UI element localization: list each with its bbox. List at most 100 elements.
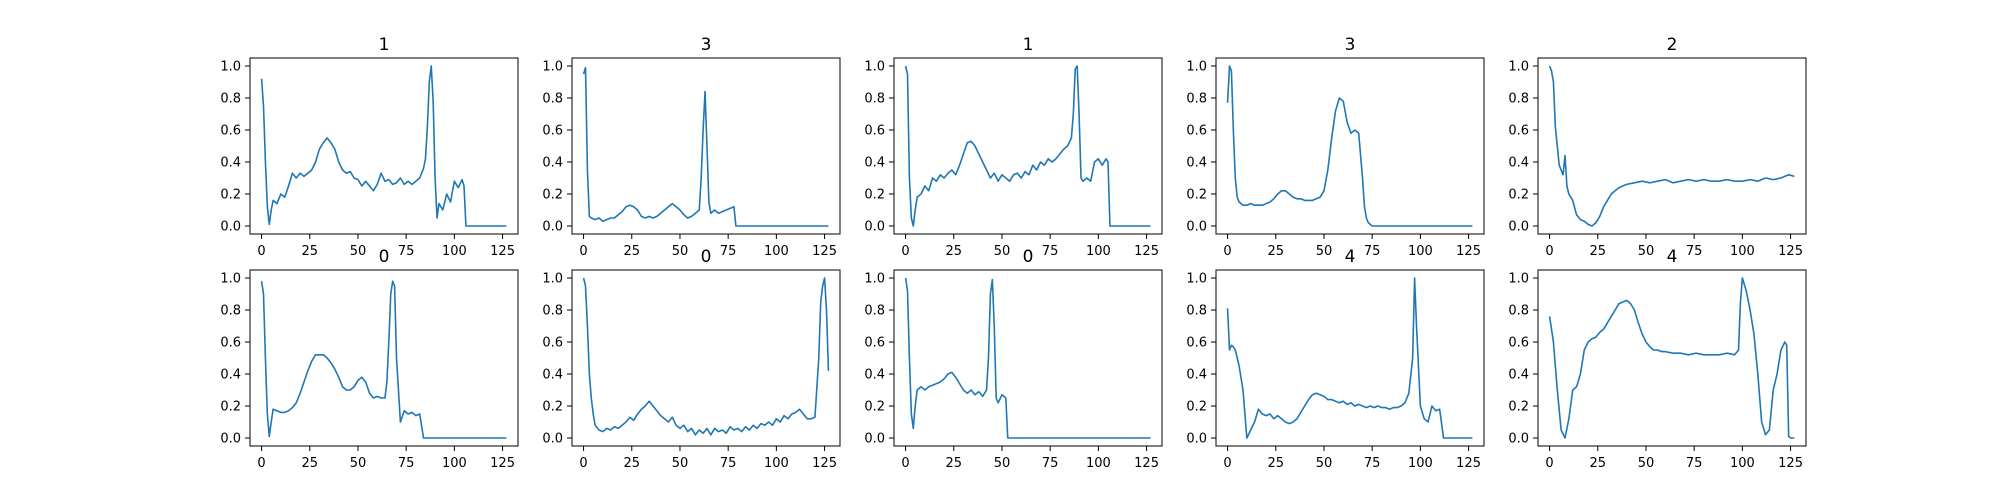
subplot-1: 0 25 50 75 100 125 0.0 0.2 0.4 0.6 0.8 1.0 1 (220, 35, 519, 259)
subplot-4-axes-frame (1215, 57, 1485, 235)
x-tick-label: 0 (1545, 244, 1553, 259)
x-tick-label: 75 (1364, 244, 1381, 259)
subplot-6: 0 25 50 75 100 125 0.0 0.2 0.4 0.6 0.8 1.0 0 (220, 247, 519, 471)
x-tick-label: 0 (1545, 456, 1553, 471)
x-tick-label: 75 (1686, 244, 1703, 259)
x-tick-label: 50 (672, 456, 689, 471)
subplot-5-title: 2 (1667, 35, 1678, 55)
subplot-10: 0 25 50 75 100 125 0.0 0.2 0.4 0.6 0.8 1.0 4 (1508, 247, 1807, 471)
x-tick-label: 125 (1456, 456, 1481, 471)
y-tick-label: 0.6 (864, 124, 885, 139)
y-tick-label: 0.2 (220, 400, 241, 415)
subplot-5-series-line (1548, 65, 1795, 227)
x-tick-label: 25 (1589, 456, 1606, 471)
x-tick-label: 25 (301, 244, 318, 259)
x-tick-label: 100 (1086, 244, 1111, 259)
x-tick-label: 25 (945, 456, 962, 471)
y-tick-label: 0.0 (542, 220, 563, 235)
y-tick-label: 1.0 (542, 60, 563, 75)
y-tick-label: 1.0 (864, 60, 885, 75)
x-tick-label: 125 (1134, 456, 1159, 471)
subplot-1-title: 1 (379, 35, 390, 55)
y-tick-label: 0.8 (864, 92, 885, 107)
subplot-8: 0 25 50 75 100 125 0.0 0.2 0.4 0.6 0.8 1.0 0 (864, 247, 1163, 471)
x-tick-label: 125 (490, 456, 515, 471)
y-tick-label: 0.4 (864, 368, 885, 383)
subplot-6-axes-frame (249, 269, 519, 447)
x-tick-label: 50 (350, 244, 367, 259)
y-tick-label: 0.0 (220, 220, 241, 235)
subplot-3: 0 25 50 75 100 125 0.0 0.2 0.4 0.6 0.8 1.0 1 (864, 35, 1163, 259)
y-tick-label: 0.2 (1186, 400, 1207, 415)
x-tick-label: 100 (1408, 456, 1433, 471)
y-tick-label: 0.8 (542, 304, 563, 319)
y-tick-label: 0.6 (542, 124, 563, 139)
x-tick-label: 75 (720, 244, 737, 259)
subplot-4-title: 3 (1345, 35, 1356, 55)
y-tick-label: 0.8 (1508, 304, 1529, 319)
x-tick-label: 100 (764, 244, 789, 259)
subplot-7-title: 0 (701, 247, 712, 267)
subplot-10-series-line (1548, 277, 1795, 439)
x-tick-label: 100 (764, 456, 789, 471)
y-tick-label: 0.8 (220, 92, 241, 107)
y-tick-label: 0.8 (220, 304, 241, 319)
x-tick-label: 75 (398, 456, 415, 471)
y-tick-label: 0.8 (1508, 92, 1529, 107)
y-tick-label: 0.8 (864, 304, 885, 319)
y-tick-label: 1.0 (1508, 60, 1529, 75)
x-tick-label: 125 (1456, 244, 1481, 259)
x-tick-label: 50 (672, 244, 689, 259)
y-tick-label: 0.0 (864, 220, 885, 235)
x-tick-label: 50 (1316, 244, 1333, 259)
subplot-3-series-line (904, 65, 1151, 227)
x-tick-label: 50 (994, 244, 1011, 259)
y-tick-label: 1.0 (1186, 60, 1207, 75)
y-tick-label: 0.4 (1186, 368, 1207, 383)
x-tick-label: 0 (579, 456, 587, 471)
y-tick-label: 0.2 (542, 400, 563, 415)
x-tick-label: 75 (720, 456, 737, 471)
x-tick-label: 75 (1042, 244, 1059, 259)
x-tick-label: 100 (442, 244, 467, 259)
y-tick-label: 0.0 (1186, 432, 1207, 447)
y-tick-label: 0.4 (1186, 156, 1207, 171)
y-tick-label: 0.0 (542, 432, 563, 447)
y-tick-label: 1.0 (542, 272, 563, 287)
y-tick-label: 0.4 (220, 156, 241, 171)
y-tick-label: 0.2 (542, 188, 563, 203)
x-tick-label: 100 (1730, 244, 1755, 259)
x-tick-label: 0 (579, 244, 587, 259)
x-tick-label: 25 (623, 456, 640, 471)
y-tick-label: 1.0 (220, 60, 241, 75)
subplot-7-series-line (582, 277, 830, 436)
x-tick-label: 100 (442, 456, 467, 471)
x-tick-label: 75 (1042, 456, 1059, 471)
y-tick-label: 0.0 (864, 432, 885, 447)
x-tick-label: 25 (1267, 244, 1284, 259)
y-tick-label: 0.0 (220, 432, 241, 447)
y-tick-label: 0.4 (864, 156, 885, 171)
subplot-2: 0 25 50 75 100 125 0.0 0.2 0.4 0.6 0.8 1.0 3 (542, 35, 841, 259)
y-tick-label: 0.2 (1186, 188, 1207, 203)
y-tick-label: 1.0 (1508, 272, 1529, 287)
y-tick-label: 0.4 (220, 368, 241, 383)
subplot-1-axes-frame (249, 57, 519, 235)
subplot-9-title: 4 (1345, 247, 1356, 267)
x-tick-label: 50 (1638, 456, 1655, 471)
x-tick-label: 0 (1223, 244, 1231, 259)
subplot-9-series-line (1226, 277, 1473, 439)
y-tick-label: 0.2 (864, 188, 885, 203)
x-tick-label: 25 (945, 244, 962, 259)
x-tick-label: 75 (398, 244, 415, 259)
y-tick-label: 0.0 (1186, 220, 1207, 235)
y-tick-label: 0.2 (1508, 400, 1529, 415)
x-tick-label: 50 (1316, 456, 1333, 471)
y-tick-label: 0.6 (1508, 124, 1529, 139)
y-tick-label: 0.6 (220, 336, 241, 351)
y-tick-label: 0.0 (1508, 432, 1529, 447)
x-tick-label: 25 (301, 456, 318, 471)
x-tick-label: 25 (1267, 456, 1284, 471)
y-tick-label: 0.8 (1186, 92, 1207, 107)
